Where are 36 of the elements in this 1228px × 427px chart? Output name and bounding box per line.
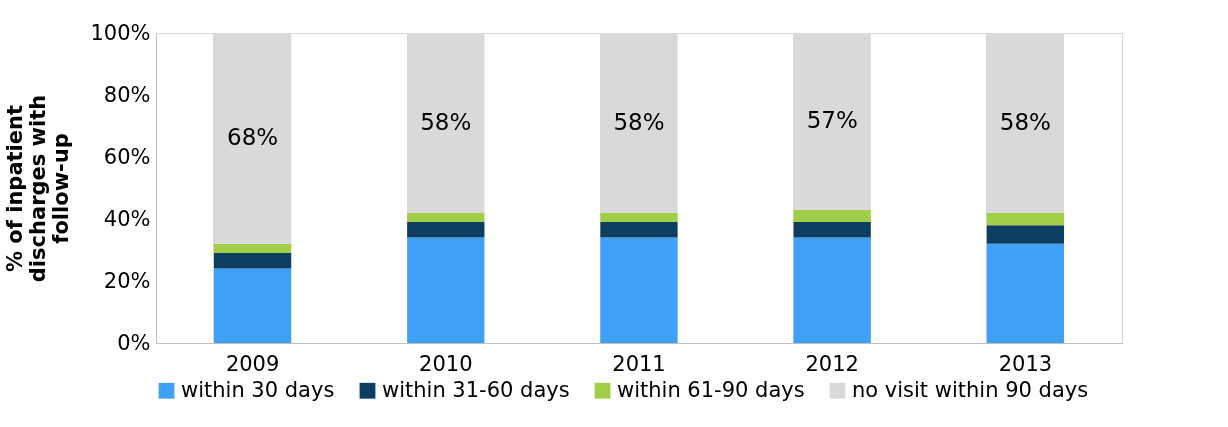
y-tick-label: 40% [103, 206, 151, 231]
data-label: 57% [806, 107, 858, 134]
bar [986, 243, 1065, 343]
y-tick-label: 60% [103, 144, 151, 169]
bar [600, 237, 678, 343]
bar [213, 268, 292, 343]
legend-label: within 61-90 days [617, 377, 805, 402]
legend-label: within 30 days [181, 377, 335, 402]
y-tick-label: 80% [103, 82, 151, 107]
bar [793, 222, 871, 238]
x-tick-label: 2011 [612, 351, 666, 376]
x-tick-label: 2010 [419, 351, 473, 376]
y-axis-title: % of inpatient discharges with follow-up [3, 94, 74, 283]
y-tick-label: 100% [90, 20, 151, 45]
x-tick-label: 2009 [225, 351, 280, 376]
y-tick-label: 20% [103, 268, 151, 293]
data-label: 68% [227, 124, 279, 151]
bar [407, 212, 485, 223]
legend-label: no visit within 90 days [852, 377, 1089, 402]
bar [407, 222, 485, 238]
y-tick-label: 0% [117, 330, 151, 355]
bar [986, 225, 1065, 244]
bar [407, 237, 485, 343]
bar [600, 222, 678, 238]
legend-label: within 31-60 days [382, 377, 570, 402]
data-label: 58% [613, 108, 665, 135]
data-label: 58% [999, 108, 1051, 135]
data-label: 58% [420, 108, 472, 135]
x-tick-label: 2013 [998, 351, 1053, 376]
bar [793, 237, 871, 343]
bar [600, 212, 678, 223]
bar [793, 209, 871, 223]
x-tick-label: 2012 [805, 351, 859, 376]
bar [213, 253, 292, 269]
bar [213, 243, 292, 254]
bar [986, 212, 1065, 226]
